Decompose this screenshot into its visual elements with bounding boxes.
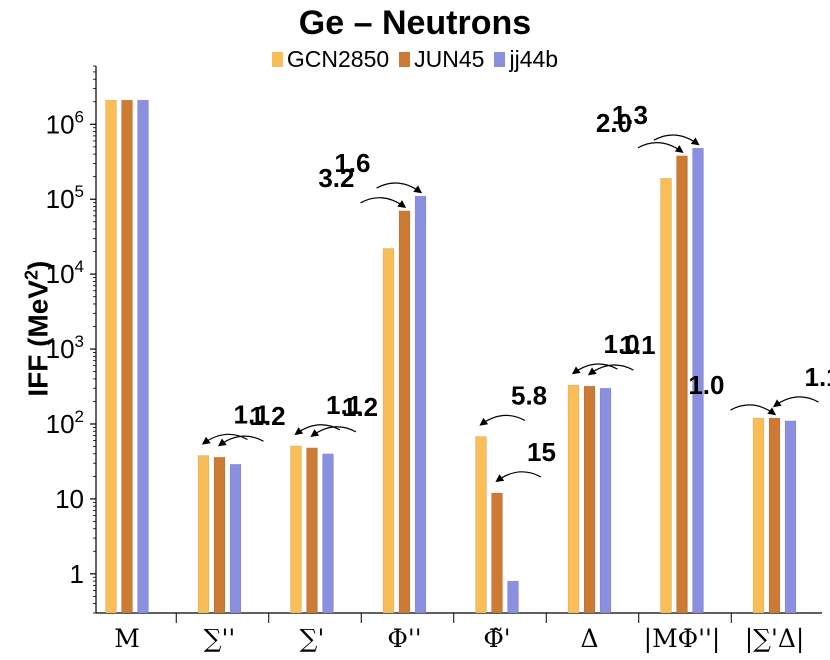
x-tick-label: |MΦ''| bbox=[644, 624, 721, 654]
y-tick-label: 102 bbox=[46, 407, 84, 439]
x-tick-label: |∑'Δ| bbox=[745, 624, 805, 654]
y-tick-exponent: 6 bbox=[75, 107, 84, 126]
ratio-arrow bbox=[772, 396, 819, 408]
ratio-arrow bbox=[495, 471, 542, 483]
bar-gcn2850 bbox=[197, 455, 210, 614]
bar-gcn2850 bbox=[382, 248, 395, 614]
ratio-label: 1.2 bbox=[250, 401, 286, 431]
bar-jj44b bbox=[784, 420, 797, 614]
x-tick-label: Δ bbox=[580, 624, 598, 653]
bar-jun45 bbox=[676, 155, 688, 614]
y-tick-base: 10 bbox=[46, 334, 75, 364]
bar-jun45 bbox=[768, 417, 781, 614]
x-tick-label: ∑'' bbox=[204, 624, 236, 653]
ratio-label: 1.1 bbox=[326, 390, 362, 420]
ratio-arrow bbox=[376, 182, 423, 194]
bar-gcn2850 bbox=[752, 417, 765, 614]
ratio-label: 2.0 bbox=[596, 108, 632, 138]
y-tick-label: 106 bbox=[46, 107, 84, 139]
y-tick-exponent: 5 bbox=[75, 182, 84, 201]
ratio-arrow bbox=[360, 197, 407, 209]
legend-item-gcn2850: GCN2850 bbox=[271, 46, 390, 73]
y-tick-label: 1 bbox=[70, 559, 84, 589]
legend-label-gcn2850: GCN2850 bbox=[286, 46, 390, 72]
legend-swatch-jun45 bbox=[399, 52, 411, 67]
bar-jun45 bbox=[213, 456, 226, 614]
ratio-arrow bbox=[310, 426, 357, 438]
ratio-label: 5.8 bbox=[511, 381, 547, 411]
legend-swatch-gcn2850 bbox=[271, 52, 283, 67]
bar-jj44b bbox=[507, 580, 519, 614]
legend-label-jj44b: jj44b bbox=[509, 46, 559, 72]
y-tick-exponent: 4 bbox=[75, 257, 84, 276]
x-tick-label: ∑' bbox=[300, 624, 325, 653]
bar-jun45 bbox=[121, 99, 133, 614]
y-tick-label: 104 bbox=[46, 257, 84, 289]
ratio-label: 3.2 bbox=[318, 163, 354, 193]
bar-gcn2850 bbox=[660, 178, 672, 614]
ratio-arrow bbox=[479, 414, 526, 426]
ratio-arrow bbox=[653, 134, 700, 146]
ratio-label: 1.1 bbox=[234, 399, 270, 429]
bar-gcn2850 bbox=[105, 99, 117, 614]
ratio-label: 1.0 bbox=[688, 370, 724, 400]
bar-gcn2850 bbox=[290, 445, 302, 614]
bar-jj44b bbox=[692, 147, 704, 614]
y-tick-label: 103 bbox=[46, 332, 84, 364]
bar-gcn2850 bbox=[475, 436, 487, 614]
ratio-label: 15 bbox=[527, 437, 556, 467]
bar-jun45 bbox=[491, 492, 503, 614]
ratio-label: 1.6 bbox=[334, 148, 370, 178]
x-tick-label: Φ'' bbox=[387, 624, 421, 653]
ratio-arrow bbox=[571, 363, 618, 375]
y-tick-base: 10 bbox=[46, 109, 75, 139]
bar-jun45 bbox=[398, 210, 411, 614]
ratio-label: 1.0 bbox=[604, 329, 640, 359]
legend-label-jun45: JUN45 bbox=[414, 46, 485, 72]
ratio-arrow bbox=[730, 404, 777, 416]
bar-jj44b bbox=[599, 387, 612, 614]
y-tick-base: 10 bbox=[46, 409, 75, 439]
x-tick-label: Φ̃' bbox=[483, 624, 510, 653]
chart-title: Ge – Neutrons bbox=[298, 4, 532, 42]
ratio-arrow bbox=[201, 433, 248, 445]
y-tick-label: 10 bbox=[55, 484, 84, 514]
legend-item-jj44b: jj44b bbox=[494, 46, 558, 73]
ratio-arrow bbox=[294, 424, 341, 436]
y-tick-exponent: 2 bbox=[75, 407, 84, 426]
ratio-label: 1.2 bbox=[342, 392, 378, 422]
ratio-arrow bbox=[587, 364, 634, 376]
bar-jun45 bbox=[583, 385, 596, 614]
legend: GCN2850 JUN45 jj44b bbox=[0, 46, 830, 73]
bar-jj44b bbox=[137, 99, 149, 614]
bar-jj44b bbox=[322, 453, 334, 614]
legend-swatch-jj44b bbox=[494, 52, 506, 67]
bar-gcn2850 bbox=[567, 384, 580, 614]
x-tick-label: M bbox=[114, 624, 140, 653]
y-tick-label: 105 bbox=[46, 182, 84, 214]
ratio-label: 1.1 bbox=[620, 330, 656, 360]
y-tick-base: 10 bbox=[46, 259, 75, 289]
bar-jun45 bbox=[306, 447, 318, 614]
y-tick-base: 10 bbox=[46, 184, 75, 214]
legend-item-jun45: JUN45 bbox=[399, 46, 484, 73]
ratio-label: 1.3 bbox=[612, 100, 648, 130]
y-tick-exponent: 3 bbox=[75, 332, 84, 351]
ratio-label: 1.1 bbox=[805, 362, 830, 392]
ratio-arrow bbox=[637, 142, 684, 153]
bar-jj44b bbox=[229, 464, 242, 614]
bar-jj44b bbox=[414, 195, 427, 614]
ratio-arrow bbox=[217, 435, 264, 447]
